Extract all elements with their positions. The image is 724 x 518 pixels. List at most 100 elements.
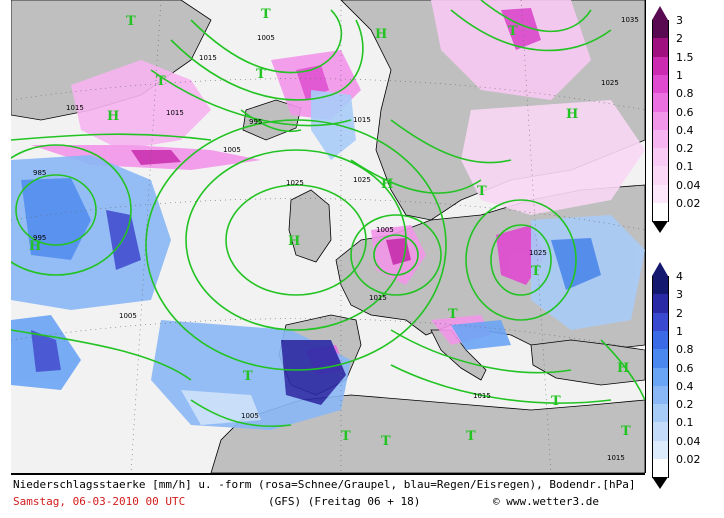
high-marker: H <box>375 27 387 42</box>
legend-color-cell <box>652 56 669 76</box>
land-british-isles <box>288 189 332 263</box>
site-credit: © www.wetter3.de <box>493 495 599 508</box>
legend-tick-label: 2 <box>676 32 683 46</box>
legend-color-cell <box>652 129 669 149</box>
pressure-label: 985 <box>33 169 46 177</box>
pressure-label: 1005 <box>119 312 137 320</box>
legend-tick-label: 0.1 <box>676 416 694 430</box>
legend-color-cell <box>652 422 669 442</box>
legend-arrow-top <box>652 262 668 276</box>
low-marker: T <box>531 264 541 279</box>
low-marker: T <box>381 434 391 449</box>
legend-color-cell <box>652 459 669 478</box>
pressure-label: 1015 <box>353 116 371 124</box>
legend-color-cell <box>652 111 669 131</box>
low-marker: T <box>621 424 631 439</box>
legend-tick-label: 4 <box>676 270 683 283</box>
high-marker: H <box>107 109 119 124</box>
legend-tick-label: 0.02 <box>676 453 701 466</box>
rain-areas <box>11 90 645 430</box>
legend-tick-label: 0.6 <box>676 361 694 375</box>
low-marker: T <box>126 14 136 29</box>
low-marker: T <box>551 394 561 409</box>
legend-color-cell <box>652 404 669 423</box>
low-marker: T <box>156 74 166 89</box>
legend-tick-label: 2 <box>676 306 683 320</box>
legend-color-cell <box>652 93 669 112</box>
low-marker: T <box>261 7 271 22</box>
legend-color-cell <box>652 385 669 405</box>
pressure-label: 995 <box>249 118 262 126</box>
low-marker: T <box>508 24 518 39</box>
low-marker: T <box>466 429 476 444</box>
precipitation-map: 1005 1015 1015 995 1005 1015 1025 1035 1… <box>11 0 646 473</box>
legend-tick-label: 0.04 <box>676 434 701 448</box>
pressure-label: 1025 <box>601 79 619 87</box>
legend-arrow-bottom <box>652 477 668 490</box>
pressure-label: 1005 <box>241 412 259 420</box>
map-description: Niederschlagsstaerke [mm/h] u. -form (ro… <box>13 478 636 491</box>
low-marker: T <box>341 429 351 444</box>
map-canvas: 1005 1015 1015 995 1005 1015 1025 1035 1… <box>11 0 645 473</box>
valid-date: Samstag, 06-03-2010 00 UTC <box>13 495 186 508</box>
legend-color-cell <box>652 20 669 39</box>
legend-tick-label: 0.2 <box>676 398 694 412</box>
legend-tick-label: 0.6 <box>676 105 694 119</box>
legend-arrow-top <box>652 6 668 20</box>
legend-color-cell <box>652 74 669 94</box>
low-marker: T <box>243 369 253 384</box>
pressure-label: 1015 <box>369 294 387 302</box>
legend-tick-label: 1.5 <box>676 50 694 64</box>
land-iceland <box>242 99 302 141</box>
high-marker: H <box>566 107 578 122</box>
model-run: (GFS) (Freitag 06 + 18) <box>268 495 421 508</box>
low-marker: T <box>477 184 487 199</box>
high-marker: H <box>29 239 41 254</box>
legend-tick-label: 0.4 <box>676 379 694 393</box>
legend-color-cell <box>652 294 669 314</box>
low-marker: T <box>448 307 458 322</box>
pressure-label: 1015 <box>66 104 84 112</box>
pressure-label: 1015 <box>166 109 184 117</box>
legend-tick-label: 0.8 <box>676 87 694 101</box>
pressure-label: 1025 <box>353 176 371 184</box>
pressure-label: 1005 <box>223 146 241 154</box>
pressure-label: 1015 <box>199 54 217 62</box>
legend-tick-label: 0.8 <box>676 343 694 357</box>
pressure-label: 1005 <box>376 226 394 234</box>
legend-arrow-bottom <box>652 221 668 234</box>
legend-color-cell <box>652 276 669 295</box>
pressure-label: 995 <box>33 234 46 242</box>
pressure-label: 1015 <box>607 454 625 462</box>
legend-color-cell <box>652 148 669 167</box>
legend-tick-label: 1 <box>676 68 683 82</box>
legend-color-cell <box>652 349 669 368</box>
low-marker: T <box>256 67 266 82</box>
legend-color-cell <box>652 367 669 387</box>
legend-tick-label: 0.1 <box>676 160 694 174</box>
legend-color-cell <box>652 440 669 460</box>
pressure-label: 1015 <box>473 392 491 400</box>
legend-color-cell <box>652 330 669 350</box>
high-marker: H <box>288 234 300 249</box>
map-footer: Niederschlagsstaerke [mm/h] u. -form (ro… <box>11 473 645 518</box>
legend-color-cell <box>652 166 669 186</box>
legend-tick-label: 3 <box>676 288 683 302</box>
land-turkey <box>530 339 645 386</box>
high-marker: H <box>617 361 629 376</box>
legend-color-cell <box>652 203 669 222</box>
legend-color-cell <box>652 184 669 204</box>
legend-tick-label: 0.04 <box>676 178 701 192</box>
legend-tick-label: 0.2 <box>676 142 694 156</box>
pressure-label: 1005 <box>257 34 275 42</box>
pressure-label: 1025 <box>529 249 547 257</box>
isobars <box>11 0 645 428</box>
pressure-label: 1035 <box>621 16 639 24</box>
legend-tick-label: 3 <box>676 14 683 27</box>
legend-color-cell <box>652 38 669 58</box>
legend-color-cell <box>652 312 669 332</box>
legend-tick-label: 1 <box>676 324 683 338</box>
legend-tick-label: 0.02 <box>676 197 701 210</box>
high-marker: H <box>381 177 393 192</box>
